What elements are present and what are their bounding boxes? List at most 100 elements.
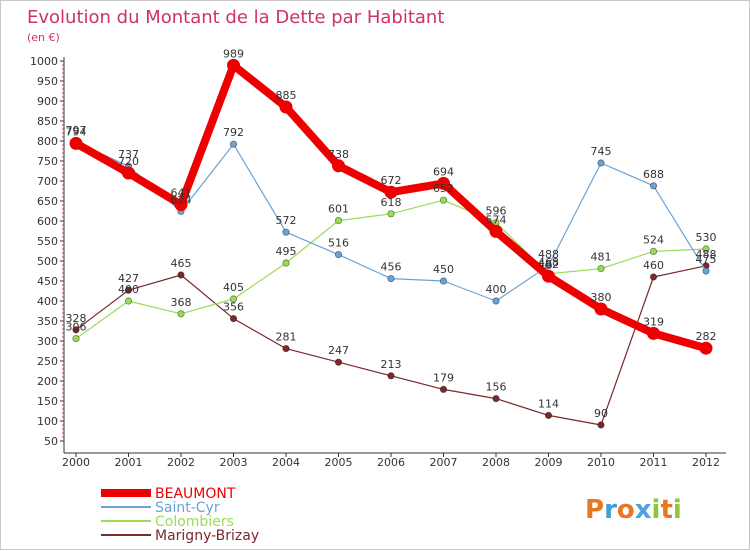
x-tick-label: 2006 (377, 456, 405, 469)
y-tick-label: 700 (37, 175, 58, 188)
x-tick-label: 2002 (167, 456, 195, 469)
data-point (124, 286, 133, 294)
y-tick-label: 650 (37, 195, 58, 208)
x-tick-label: 2012 (692, 456, 720, 469)
data-label: 328 (66, 312, 87, 325)
data-point (282, 344, 290, 353)
data-label: 652 (433, 182, 454, 195)
data-point (387, 372, 395, 380)
data-label: 475 (696, 253, 717, 266)
data-point (387, 274, 395, 283)
data-point (439, 277, 448, 285)
y-tick-label: 50 (44, 435, 58, 448)
data-label: 179 (433, 371, 454, 384)
data-label: 368 (171, 296, 192, 309)
series-layer (69, 58, 713, 429)
y-tick-label: 250 (37, 355, 58, 368)
data-point (542, 269, 555, 283)
data-label: 481 (591, 251, 612, 264)
y-tick-label: 1000 (30, 55, 58, 68)
x-tick-label: 2008 (482, 456, 510, 469)
data-point (384, 185, 398, 199)
series-beaumont (69, 58, 713, 355)
data-labels-layer: 794 720 641 989 885 738 672 694 574 462 380 319 282 7… (66, 47, 717, 420)
data-point (282, 259, 290, 267)
data-point (282, 228, 290, 236)
series-saint-cyr (72, 138, 710, 305)
data-label: 596 (486, 205, 507, 218)
data-point (122, 166, 135, 180)
data-point (594, 302, 608, 316)
data-label: 572 (276, 214, 297, 227)
x-tick-label: 2001 (115, 456, 143, 469)
data-label: 319 (643, 315, 664, 328)
data-label: 688 (643, 168, 664, 181)
data-label: 460 (643, 259, 664, 272)
y-tick-label: 950 (37, 75, 58, 88)
data-point (334, 358, 343, 366)
data-point (544, 411, 553, 419)
y-tick-label: 300 (37, 335, 58, 348)
y-tick-label: 500 (37, 255, 58, 268)
series-line (75, 265, 707, 426)
data-label: 306 (66, 321, 87, 334)
data-label: 281 (276, 331, 297, 344)
y-tick-label: 100 (37, 415, 58, 428)
data-point (229, 295, 238, 303)
chart-legend: BEAUMONTSaint-CyrColombiersMarigny-Briza… (101, 486, 259, 544)
data-point (387, 210, 395, 218)
data-point (649, 247, 658, 255)
data-label: 574 (486, 213, 507, 226)
y-tick-label: 200 (37, 375, 58, 388)
data-label: 792 (223, 126, 244, 139)
data-label: 618 (381, 196, 402, 209)
data-point (439, 196, 448, 204)
x-tick-label: 2011 (640, 456, 668, 469)
series-marigny-brizay (72, 262, 710, 429)
y-tick-label: 800 (37, 135, 58, 148)
data-label: 794 (66, 125, 87, 138)
x-tick-label: 2003 (220, 456, 248, 469)
x-tick-label: 2010 (587, 456, 615, 469)
data-label: 247 (328, 344, 349, 357)
data-label: 530 (696, 231, 717, 244)
data-point (229, 314, 238, 323)
data-point (489, 224, 503, 238)
data-label: 282 (696, 330, 717, 343)
data-point (124, 297, 133, 305)
data-point (177, 271, 185, 279)
data-label: 641 (171, 187, 192, 200)
chart-title: Evolution du Montant de la Dette par Hab… (27, 7, 444, 28)
data-label: 737 (118, 148, 139, 161)
proxiti-logo: Proxiti (585, 495, 682, 525)
y-tick-label: 150 (37, 395, 58, 408)
data-point (702, 245, 710, 253)
svg-text:Proxiti: Proxiti (585, 495, 682, 525)
x-tick-label: 2000 (62, 456, 90, 469)
data-point (492, 297, 500, 305)
data-point (647, 326, 660, 340)
chart-subtitle: (en €) (27, 31, 60, 44)
x-tick-label: 2005 (325, 456, 353, 469)
data-label: 720 (118, 155, 139, 168)
data-label: 524 (643, 233, 664, 246)
data-label: 738 (328, 148, 349, 161)
data-label: 624 (171, 193, 192, 206)
data-point (544, 262, 553, 270)
data-point (597, 421, 605, 429)
y-tick-label: 850 (37, 115, 58, 128)
y-tick-label: 900 (37, 95, 58, 108)
data-label: 400 (118, 283, 139, 296)
data-point (69, 136, 83, 150)
data-label: 114 (538, 397, 559, 410)
data-label: 468 (538, 256, 559, 269)
data-label: 465 (171, 257, 192, 270)
data-point (702, 267, 710, 275)
x-tick-label: 2009 (535, 456, 563, 469)
data-label: 797 (66, 124, 87, 137)
data-label: 356 (223, 301, 244, 314)
data-label: 488 (696, 248, 717, 261)
y-tick-label: 450 (37, 275, 58, 288)
